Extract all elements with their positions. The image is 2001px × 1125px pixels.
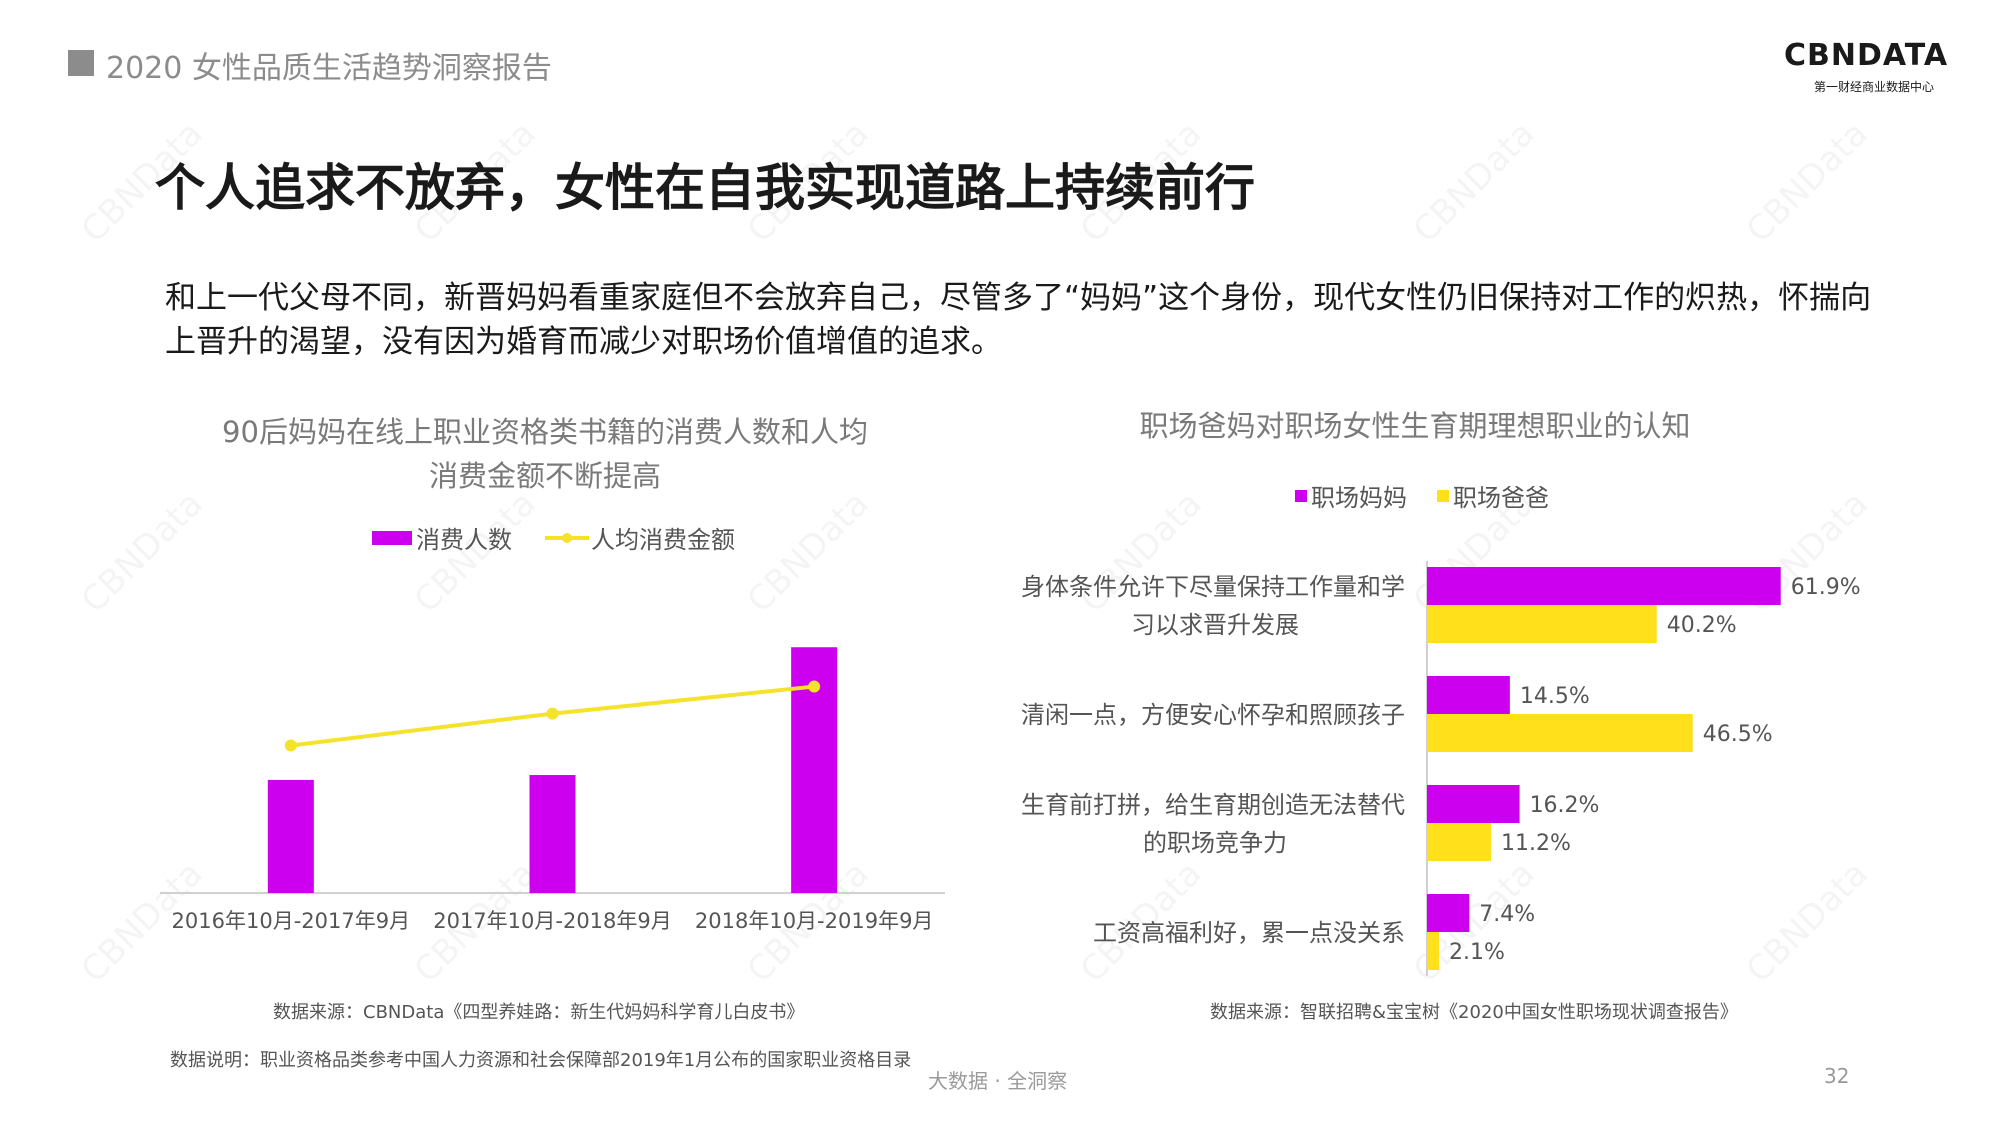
page-title: 个人追求不放弃，女性在自我实现道路上持续前行 bbox=[155, 159, 1255, 217]
data-label: 7.4% bbox=[1479, 902, 1535, 927]
category-label: 身体条件允许下尽量保持工作量和学 bbox=[1021, 573, 1405, 601]
data-label: 16.2% bbox=[1530, 793, 1600, 818]
left-chart-title: 90后妈妈在线上职业资格类书籍的消费人数和人均 消费金额不断提高 bbox=[160, 410, 930, 498]
bar-dads bbox=[1427, 714, 1693, 752]
category-label: 生育前打拼，给生育期创造无法替代 bbox=[1021, 791, 1405, 819]
category-label: 习以求晋升发展 bbox=[1131, 611, 1299, 639]
header-square-icon bbox=[68, 50, 94, 76]
point-avg-spend bbox=[808, 680, 821, 693]
legend-dads-swatch-icon bbox=[1437, 489, 1449, 502]
right-chart-title: 职场爸妈对职场女性生育期理想职业的认知 bbox=[1139, 409, 1691, 443]
left-chart-title-line-2: 消费金额不断提高 bbox=[428, 459, 661, 493]
category-label: 清闲一点，方便安心怀孕和照顾孩子 bbox=[1021, 701, 1405, 729]
data-label: 14.5% bbox=[1520, 684, 1590, 709]
bar-consumers bbox=[267, 779, 314, 893]
legend-bar-swatch-icon bbox=[372, 530, 412, 545]
right-legend-moms: 职场妈妈 bbox=[1295, 478, 1407, 513]
bar-moms bbox=[1427, 894, 1470, 932]
bar-dads bbox=[1427, 823, 1491, 861]
left-chart-source: 数据来源：CBNData《四型养娃路：新生代妈妈科学育儿白皮书》 bbox=[273, 1002, 805, 1023]
data-label: 11.2% bbox=[1501, 831, 1571, 856]
report-title: 2020 女性品质生活趋势洞察报告 bbox=[106, 51, 552, 86]
left-legend-line: 人均消费金额 bbox=[545, 520, 735, 555]
watermark-text: CBNData bbox=[1406, 114, 1543, 251]
legend-moms-swatch-icon bbox=[1295, 489, 1307, 502]
intro-paragraph: 和上一代父母不同，新晋妈妈看重家庭但不会放弃自己，尽管多了“妈妈”这个身份，现代… bbox=[165, 280, 1872, 360]
left-chart-title-line-1: 90后妈妈在线上职业资格类书籍的消费人数和人均 bbox=[222, 415, 868, 449]
legend-line-swatch-icon bbox=[545, 532, 589, 543]
watermark-text: CBNData bbox=[1739, 114, 1876, 251]
legend-label-moms: 职场妈妈 bbox=[1311, 484, 1407, 512]
data-label: 40.2% bbox=[1667, 613, 1737, 638]
right-legend-dads: 职场爸爸 bbox=[1437, 478, 1549, 513]
bar-moms bbox=[1427, 676, 1510, 714]
left-chart-note: 数据说明：职业资格品类参考中国人力资源和社会保障部2019年1月公布的国家职业资… bbox=[170, 1050, 912, 1071]
right-chart-source: 数据来源：智联招聘&宝宝树《2020中国女性职场现状调查报告》 bbox=[1210, 1002, 1738, 1023]
bar-moms bbox=[1427, 567, 1781, 605]
x-tick-label: 2016年10月-2017年9月 bbox=[172, 909, 411, 933]
bar-consumers bbox=[529, 775, 576, 893]
x-tick-label: 2018年10月-2019年9月 bbox=[695, 909, 934, 933]
data-label: 61.9% bbox=[1791, 575, 1861, 600]
bar-moms bbox=[1427, 785, 1520, 823]
data-label: 2.1% bbox=[1449, 940, 1505, 965]
left-legend-bars: 消费人数 bbox=[372, 520, 512, 555]
logo-subtitle: 第一财经商业数据中心 bbox=[1813, 80, 1934, 94]
bar-dads bbox=[1427, 605, 1657, 643]
legend-label-dads: 职场爸爸 bbox=[1453, 484, 1549, 512]
point-avg-spend bbox=[546, 707, 559, 720]
point-avg-spend bbox=[284, 739, 297, 752]
bar-dads bbox=[1427, 932, 1439, 970]
data-label: 46.5% bbox=[1703, 722, 1773, 747]
category-label: 工资高福利好，累一点没关系 bbox=[1093, 919, 1405, 947]
page-number: 32 bbox=[1824, 1064, 1850, 1088]
left-chart-plot: 2016年10月-2017年9月 2017年10月-2018年9月 2018年10月… bbox=[160, 647, 945, 933]
category-label: 的职场竞争力 bbox=[1143, 829, 1287, 857]
footer-tagline: 大数据 · 全洞察 bbox=[928, 1069, 1068, 1093]
legend-label-consumers: 消费人数 bbox=[416, 526, 512, 554]
cbndata-logo: CBNDATA bbox=[1784, 38, 1949, 73]
legend-label-avg-spend: 人均消费金额 bbox=[591, 526, 735, 554]
x-tick-label: 2017年10月-2018年9月 bbox=[433, 909, 672, 933]
